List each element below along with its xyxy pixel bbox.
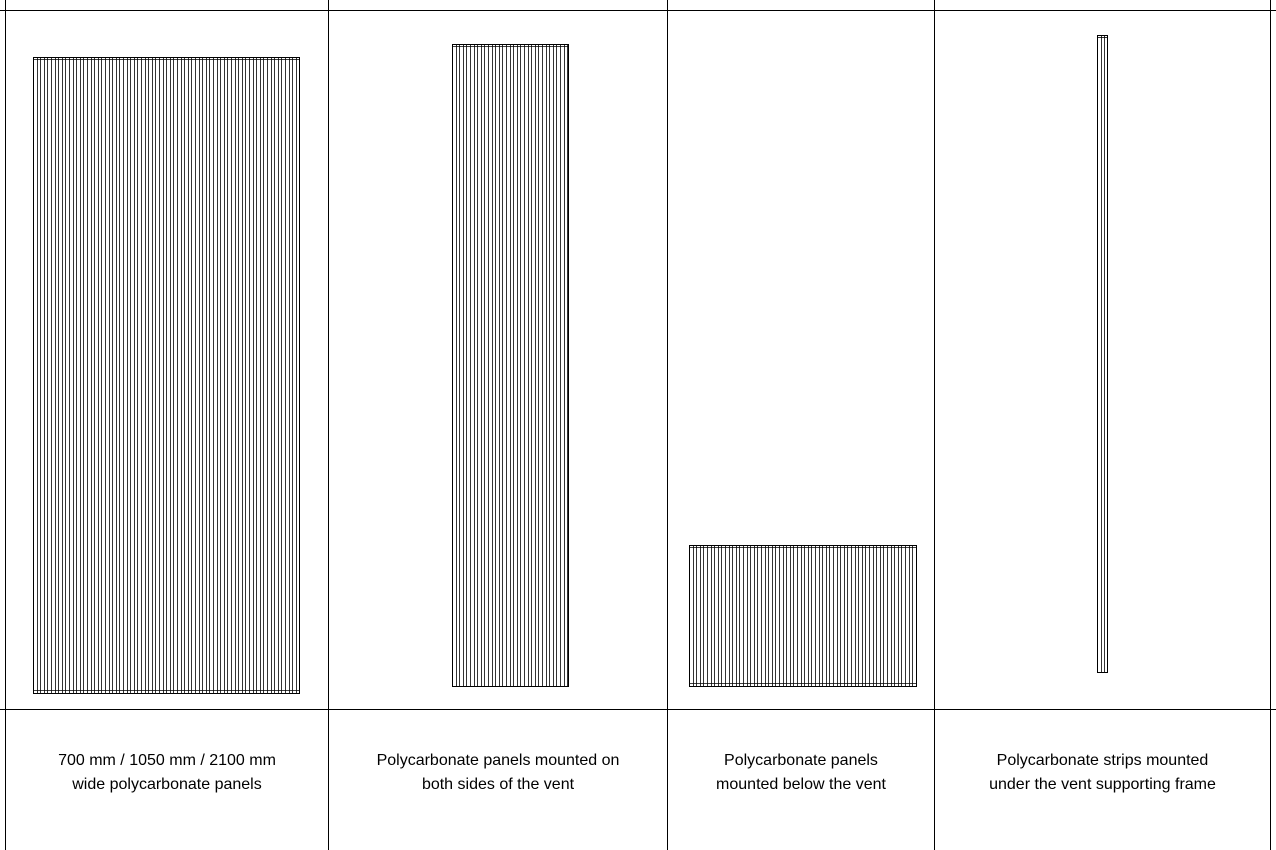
caption-line: Polycarbonate strips mounted xyxy=(996,751,1209,769)
panel-outline xyxy=(1097,35,1108,673)
panel-ribs xyxy=(452,44,569,687)
below-vent-panel-illustration xyxy=(689,545,917,687)
caption-line: wide polycarbonate panels xyxy=(72,775,262,793)
polycarbonate-strip-illustration xyxy=(1097,35,1108,673)
side-panel-illustration xyxy=(452,44,569,687)
panel-ribs xyxy=(33,57,300,694)
table-left-border xyxy=(5,0,6,850)
caption-column-2: Polycarbonate panels mounted on both sid… xyxy=(329,709,667,850)
caption-column-3: Polycarbonate panels mounted below the v… xyxy=(668,709,934,850)
caption-column-4: Polycarbonate strips mounted under the v… xyxy=(935,709,1270,850)
table-right-border xyxy=(1270,0,1271,850)
panel-ribs xyxy=(1097,35,1108,673)
caption-line: Polycarbonate panels mounted on xyxy=(376,751,620,769)
caption-line: under the vent supporting frame xyxy=(989,775,1216,793)
table-column-divider-2 xyxy=(667,0,668,850)
table-row-divider xyxy=(0,709,1276,710)
wide-panel-illustration xyxy=(33,57,300,694)
table-top-border xyxy=(0,10,1276,11)
table-column-divider-1 xyxy=(328,0,329,850)
panel-outline xyxy=(689,545,917,687)
caption-column-1: 700 mm / 1050 mm / 2100 mm wide polycarb… xyxy=(6,709,328,850)
table-column-divider-3 xyxy=(934,0,935,850)
caption-line: mounted below the vent xyxy=(716,775,886,793)
panel-ribs xyxy=(689,545,917,687)
caption-line: Polycarbonate panels xyxy=(724,751,878,769)
caption-line: both sides of the vent xyxy=(421,775,575,793)
caption-line: 700 mm / 1050 mm / 2100 mm xyxy=(58,751,276,769)
